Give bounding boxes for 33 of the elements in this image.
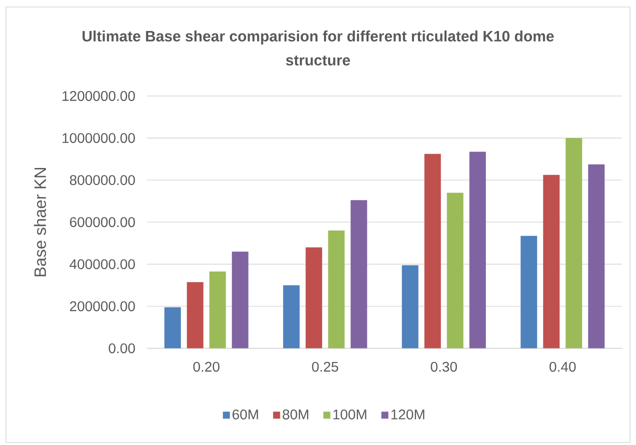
bar [283, 285, 300, 348]
bar [232, 252, 248, 348]
bar [588, 164, 605, 348]
bar [446, 192, 464, 348]
bar [186, 282, 204, 348]
bar [164, 307, 181, 348]
x-tick-label: 0.40 [550, 362, 576, 372]
bar [328, 230, 345, 348]
x-tick-label: 0.30 [430, 362, 457, 372]
y-tick-label: 800000.00 [70, 175, 135, 186]
x-tick-label: 0.20 [193, 362, 220, 372]
legend-label: 60M [232, 410, 258, 420]
y-tick-label: 600000.00 [70, 217, 135, 228]
y-tick-label: 1000000.00 [62, 133, 135, 144]
y-tick-label: 0.00 [108, 343, 135, 354]
chart-title: Ultimate Base shear comparision for different rticulated K10 dome structure [82, 30, 554, 66]
legend-label: 100M [333, 410, 366, 420]
y-axis-title: Base shaer KN [34, 168, 46, 276]
y-tick-label: 400000.00 [70, 259, 135, 270]
x-tick-label: 0.25 [312, 362, 338, 372]
y-tick-label: 200000.00 [70, 301, 135, 312]
bar [402, 265, 418, 348]
bar [520, 236, 538, 348]
bar [566, 138, 582, 348]
bar [424, 154, 441, 348]
bar [306, 247, 322, 348]
bar [469, 152, 486, 348]
y-tick-label: 1200000.00 [62, 91, 135, 101]
bar [350, 200, 368, 348]
legend-label: 80M [282, 410, 308, 420]
legend-label: 120M [391, 410, 424, 420]
bar [543, 174, 560, 348]
bar [209, 272, 226, 348]
